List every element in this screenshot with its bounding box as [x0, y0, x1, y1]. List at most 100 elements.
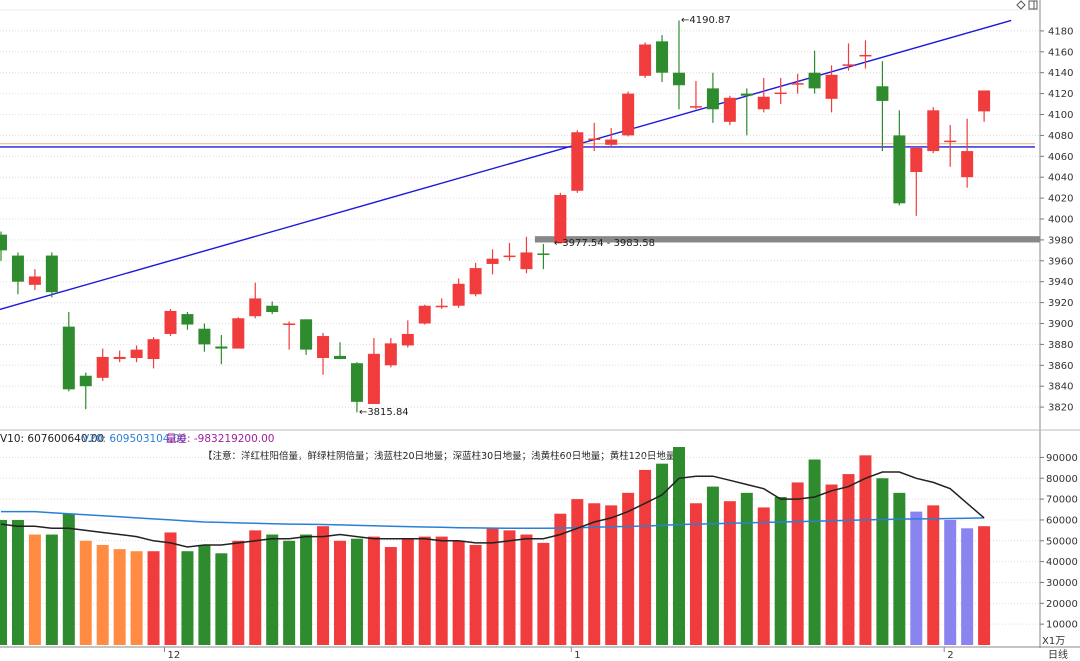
candlestick[interactable] — [62, 312, 75, 392]
candlestick[interactable] — [673, 20, 685, 110]
candlestick[interactable] — [571, 130, 584, 193]
candlestick[interactable] — [520, 236, 533, 274]
volume-bar[interactable] — [757, 507, 770, 645]
candlestick[interactable] — [706, 72, 719, 123]
candlestick[interactable] — [96, 348, 109, 381]
volume-bar[interactable] — [28, 534, 41, 645]
candlestick[interactable] — [927, 107, 940, 154]
volume-bar[interactable] — [435, 536, 448, 645]
candlestick[interactable] — [588, 122, 601, 152]
volume-bar[interactable] — [791, 482, 804, 645]
candlestick[interactable] — [435, 298, 448, 309]
candlestick[interactable] — [689, 81, 702, 110]
candlestick[interactable] — [401, 320, 414, 348]
candlestick[interactable] — [181, 312, 194, 330]
candlestick[interactable] — [0, 231, 7, 261]
volume-bar[interactable] — [486, 528, 499, 645]
candlestick[interactable] — [740, 88, 753, 136]
volume-bar[interactable] — [147, 551, 160, 645]
candlestick[interactable] — [503, 243, 516, 261]
candlestick[interactable] — [757, 77, 770, 113]
candlestick[interactable] — [537, 244, 550, 270]
candlesticks[interactable] — [0, 20, 991, 413]
volume-bars[interactable] — [0, 447, 991, 645]
candlestick[interactable] — [79, 372, 92, 410]
volume-bar[interactable] — [334, 540, 346, 645]
candlestick[interactable] — [45, 252, 58, 298]
volume-bar[interactable] — [520, 534, 533, 645]
volume-bar[interactable] — [266, 534, 279, 645]
candlestick[interactable] — [893, 110, 906, 206]
volume-bar[interactable] — [215, 553, 228, 645]
volume-bar[interactable] — [11, 519, 24, 645]
volume-bar[interactable] — [910, 511, 923, 645]
volume-bar[interactable] — [808, 459, 821, 645]
volume-bar[interactable] — [249, 530, 262, 645]
candlestick[interactable] — [554, 192, 567, 244]
candlestick[interactable] — [266, 301, 279, 315]
volume-bar[interactable] — [452, 540, 465, 645]
candlestick[interactable] — [384, 338, 397, 368]
candlestick[interactable] — [791, 73, 804, 94]
candlestick[interactable] — [367, 338, 380, 404]
volume-bar[interactable] — [689, 503, 702, 645]
volume-bar[interactable] — [130, 551, 143, 645]
candlestick[interactable] — [808, 50, 821, 94]
candlestick[interactable] — [350, 362, 363, 413]
candlestick[interactable] — [859, 40, 872, 69]
candlestick[interactable] — [978, 90, 991, 122]
volume-bar[interactable] — [706, 486, 719, 645]
diamond-icon[interactable] — [1016, 0, 1026, 10]
volume-bar[interactable] — [418, 536, 431, 645]
volume-bar[interactable] — [0, 519, 7, 645]
volume-bar[interactable] — [79, 540, 92, 645]
volume-bar[interactable] — [283, 540, 296, 645]
volume-bar[interactable] — [605, 505, 618, 645]
candlestick[interactable] — [113, 350, 126, 363]
volume-bar[interactable] — [384, 547, 397, 645]
volume-bar[interactable] — [927, 505, 940, 645]
volume-bar[interactable] — [503, 530, 516, 645]
volume-bar[interactable] — [944, 519, 957, 645]
volume-bar[interactable] — [842, 474, 855, 645]
volume-bar[interactable] — [469, 544, 482, 645]
volume-bar[interactable] — [978, 526, 991, 645]
candlestick[interactable] — [656, 35, 669, 83]
candlestick[interactable] — [944, 124, 957, 167]
volume-bar[interactable] — [723, 501, 736, 645]
volume-bar[interactable] — [961, 528, 974, 645]
volume-bar[interactable] — [367, 536, 380, 645]
candlestick[interactable] — [452, 278, 465, 308]
volume-bar[interactable] — [588, 503, 601, 645]
volume-bar[interactable] — [639, 469, 652, 645]
volume-bar[interactable] — [774, 497, 787, 645]
volume-bar[interactable] — [350, 538, 363, 645]
volume-bar[interactable] — [893, 492, 906, 645]
candlestick[interactable] — [486, 249, 499, 275]
candlestick[interactable] — [842, 43, 855, 71]
volume-bar[interactable] — [232, 540, 245, 645]
candlestick[interactable] — [825, 65, 838, 113]
volume-bar[interactable] — [198, 544, 211, 645]
candlestick[interactable] — [249, 282, 262, 319]
candlestick[interactable] — [605, 128, 618, 147]
candlestick[interactable] — [622, 91, 635, 137]
volume-bar[interactable] — [300, 534, 313, 645]
volume-bar[interactable] — [62, 513, 75, 645]
panel-toggle-icon[interactable] — [1028, 0, 1038, 10]
candlestick[interactable] — [11, 252, 24, 295]
candlestick[interactable] — [164, 308, 177, 337]
candlestick[interactable] — [130, 345, 143, 363]
volume-bar[interactable] — [673, 447, 685, 645]
volume-bar[interactable] — [859, 455, 872, 645]
volume-bar[interactable] — [45, 534, 58, 645]
candlestick[interactable] — [723, 95, 736, 125]
candlestick[interactable] — [418, 304, 431, 325]
volume-bar[interactable] — [554, 513, 567, 645]
candlestick[interactable] — [876, 61, 889, 152]
top-right-tools[interactable] — [1016, 0, 1038, 10]
volume-bar[interactable] — [113, 549, 126, 645]
candlestick[interactable] — [961, 118, 974, 188]
candlestick[interactable] — [639, 42, 652, 78]
